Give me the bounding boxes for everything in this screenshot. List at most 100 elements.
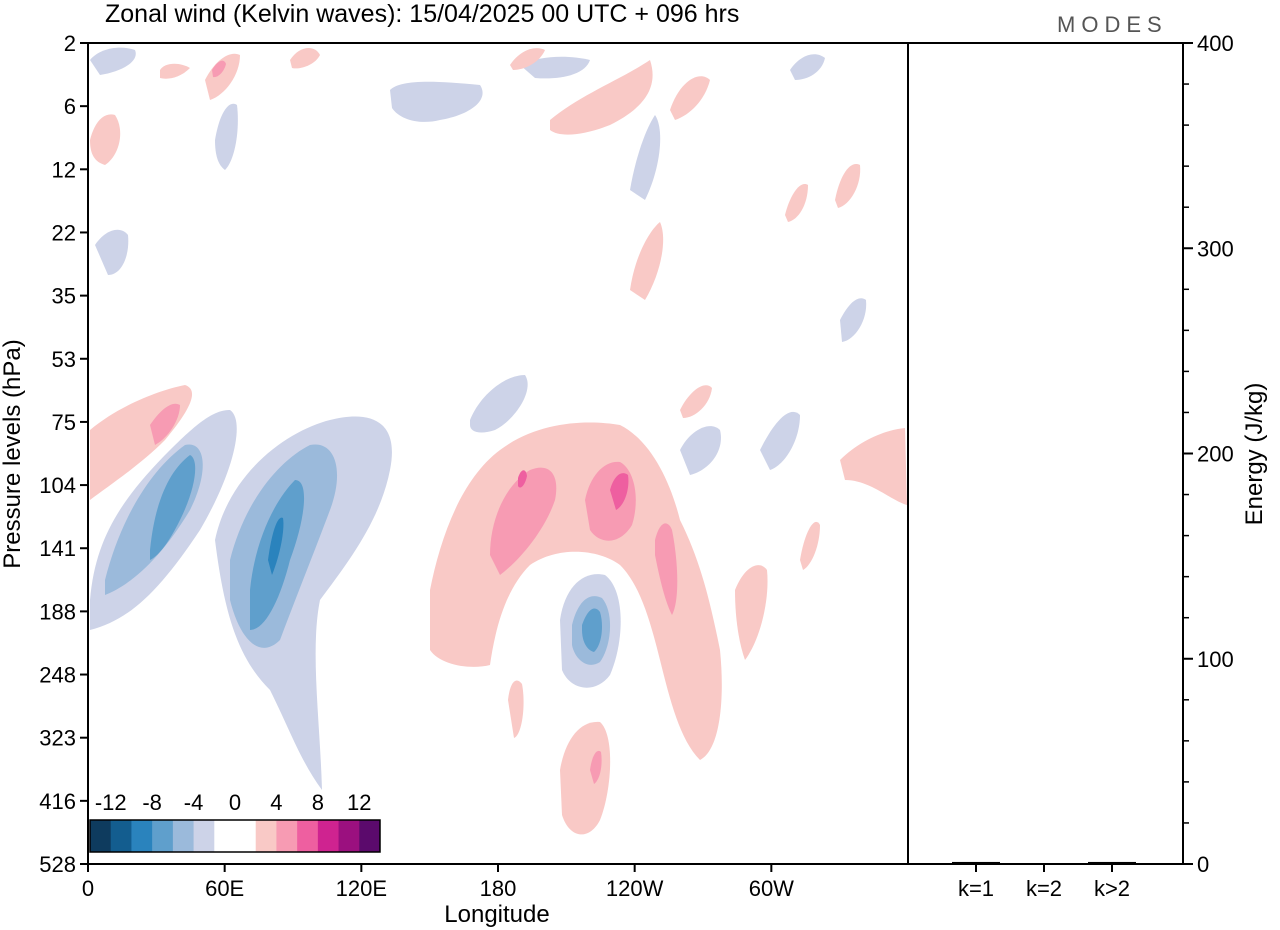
- positive-wind-contour: [610, 473, 629, 510]
- negative-wind-contour: [582, 608, 602, 652]
- colorbar-swatch: [235, 820, 257, 852]
- positive-wind-contour: [490, 467, 557, 575]
- energy-tick-label: 0: [1197, 852, 1209, 877]
- colorbar-swatch: [359, 820, 381, 852]
- positive-wind-contour: [670, 76, 710, 120]
- positive-wind-contour: [90, 114, 121, 165]
- energy-bar: [1088, 861, 1136, 864]
- positive-wind-contour: [212, 60, 226, 78]
- negative-wind-contour: [90, 47, 136, 75]
- positive-wind-contour: [518, 470, 527, 488]
- negative-wind-contour: [470, 375, 528, 433]
- colorbar-swatch: [214, 820, 236, 852]
- energy-category-label: k>2: [1094, 876, 1130, 901]
- energy-tick-label: 400: [1197, 31, 1234, 56]
- positive-wind-contour: [150, 403, 180, 445]
- positive-wind-contour: [630, 222, 664, 300]
- colorbar-swatch: [131, 820, 153, 852]
- energy-category-label: k=1: [958, 876, 994, 901]
- y-tick-label: 323: [39, 726, 76, 751]
- colorbar-swatch: [276, 820, 298, 852]
- colorbar-swatch: [193, 820, 215, 852]
- y-axis-label: Pressure levels (hPa): [0, 339, 26, 568]
- colorbar-frame: [89, 819, 381, 853]
- positive-wind-contour: [205, 53, 240, 100]
- x-tick-label: 120E: [336, 876, 387, 901]
- colorbar-label: -8: [142, 790, 162, 815]
- colorbar-swatch: [172, 820, 195, 852]
- negative-wind-contour: [95, 229, 129, 275]
- positive-wind-contour: [510, 48, 545, 70]
- x-tick-label: 120W: [606, 876, 664, 901]
- x-axis-ticks: 0 60E 120E 180 120W 60W: [82, 864, 794, 901]
- energy-axis-ticks: 0 100 200 300 400: [1183, 31, 1234, 877]
- negative-wind-contour: [790, 54, 825, 80]
- colorbar-swatch: [255, 820, 277, 852]
- energy-tick-label: 200: [1197, 442, 1234, 467]
- energy-tick-label: 100: [1197, 647, 1234, 672]
- y-tick-label: 188: [39, 599, 76, 624]
- brand-logo: MODES: [1057, 12, 1168, 37]
- negative-wind-contour: [840, 298, 867, 342]
- energy-bars: k=1 k=2 k>2: [952, 861, 1136, 901]
- y-tick-label: 104: [39, 473, 76, 498]
- energy-tick-label: 300: [1197, 236, 1234, 261]
- negative-wind-contour: [760, 411, 800, 470]
- x-tick-label: 180: [480, 876, 517, 901]
- y-tick-label: 2: [64, 31, 76, 56]
- negative-wind-contour: [268, 517, 284, 575]
- x-tick-label: 60E: [205, 876, 244, 901]
- negative-wind-contour: [150, 455, 196, 560]
- colorbar-label: 4: [270, 790, 282, 815]
- negative-wind-contour: [520, 56, 590, 79]
- chart-title: Zonal wind (Kelvin waves): 15/04/2025 00…: [105, 0, 739, 28]
- positive-wind-contour: [475, 547, 484, 573]
- positive-wind-contour: [560, 721, 611, 835]
- negative-wind-contour: [215, 103, 238, 170]
- y-tick-label: 416: [39, 789, 76, 814]
- colorbar-swatch: [152, 820, 174, 852]
- positive-wind-contour: [785, 184, 808, 222]
- x-axis-label: Longitude: [444, 901, 549, 928]
- hovmoller-plot: [90, 47, 907, 835]
- energy-panel-frame: [907, 42, 1184, 865]
- y-tick-label: 53: [52, 347, 76, 372]
- colorbar-swatch: [317, 820, 340, 852]
- colorbar-label: 12: [347, 790, 371, 815]
- energy-bar: [1020, 863, 1068, 864]
- positive-wind-contour: [508, 680, 524, 738]
- positive-wind-contour: [835, 164, 861, 208]
- positive-wind-contour: [290, 48, 320, 69]
- colorbar-label: 8: [312, 790, 324, 815]
- y-tick-label: 248: [39, 663, 76, 688]
- y-tick-label: 12: [52, 157, 76, 182]
- colorbar: -12 -8 -4 0 4 8 12: [89, 790, 381, 853]
- y-tick-label: 35: [52, 284, 76, 309]
- positive-wind-contour: [680, 385, 712, 418]
- y-tick-label: 6: [64, 94, 76, 119]
- y-tick-label: 75: [52, 410, 76, 435]
- energy-axis-label: Energy (J/kg): [1241, 383, 1268, 526]
- x-tick-label: 60W: [749, 876, 794, 901]
- negative-wind-contour: [630, 115, 661, 200]
- positive-wind-contour: [735, 565, 768, 660]
- positive-wind-contour: [590, 750, 602, 784]
- positive-wind-contour: [800, 521, 820, 570]
- x-tick-label: 0: [82, 876, 94, 901]
- colorbar-swatch: [90, 820, 112, 852]
- negative-wind-contour: [680, 426, 721, 475]
- energy-category-label: k=2: [1026, 876, 1062, 901]
- colorbar-swatch: [297, 820, 319, 852]
- energy-bar: [952, 861, 1000, 864]
- colorbar-swatch: [110, 820, 132, 852]
- negative-wind-contour: [390, 81, 483, 122]
- colorbar-label: 0: [229, 790, 241, 815]
- colorbar-label: -4: [184, 790, 204, 815]
- y-tick-label: 528: [39, 852, 76, 877]
- positive-wind-contour: [160, 63, 190, 79]
- colorbar-swatch: [338, 820, 360, 852]
- positive-wind-contour: [840, 428, 907, 505]
- y-tick-label: 141: [39, 536, 76, 561]
- y-axis-ticks: 2 6 12 22 35 53 75 104 141 188 248 323 416 528: [39, 31, 88, 877]
